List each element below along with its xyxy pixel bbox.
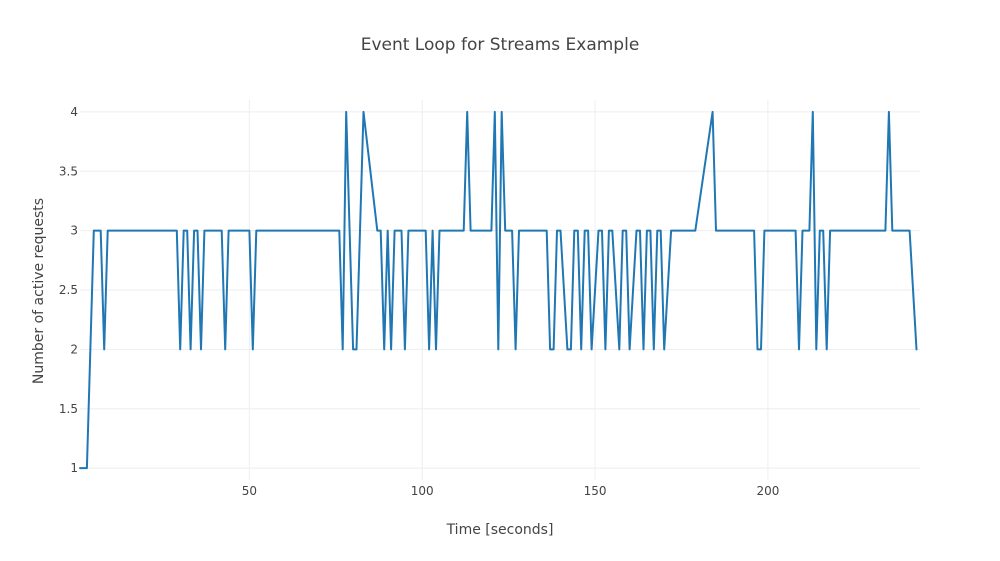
y-axis-label: Number of active requests [31,198,47,384]
y-tick-label: 3.5 [59,164,78,178]
x-axis-ticks: 50 100 150 200 [242,484,780,498]
y-tick-label: 2 [70,342,78,356]
y-tick-label: 1 [70,461,78,475]
y-tick-label: 2.5 [59,283,78,297]
series-layer [79,110,918,470]
x-tick-label: 150 [584,484,607,498]
y-tick-label: 4 [70,105,78,119]
chart-title: Event Loop for Streams Example [361,35,640,55]
x-tick-label: 200 [756,484,779,498]
series-line-0 [79,110,918,470]
x-axis-label: Time [seconds] [446,522,554,538]
x-tick-label: 100 [411,484,434,498]
y-tick-label: 3 [70,224,78,238]
y-axis-ticks: 1 1.5 2 2.5 3 3.5 4 [59,105,78,475]
x-tick-label: 50 [242,484,257,498]
y-tick-label: 1.5 [59,402,78,416]
